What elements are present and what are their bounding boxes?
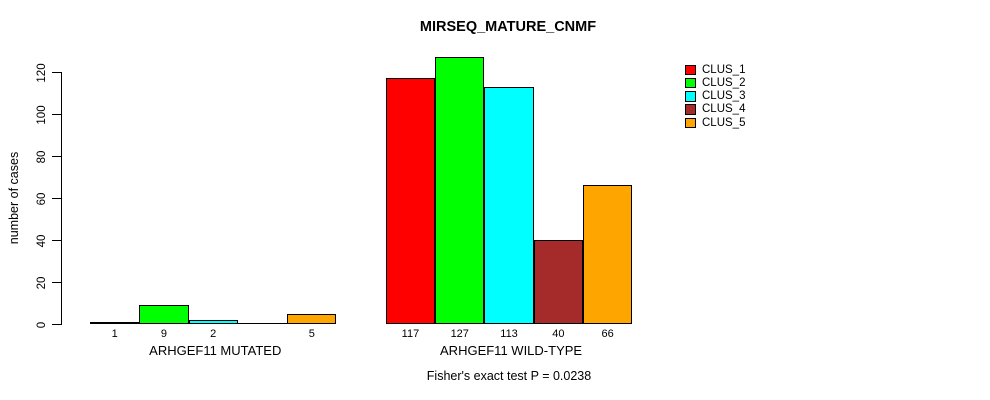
bar-value-label: 113 bbox=[500, 327, 518, 340]
bar-value-label: 2 bbox=[210, 327, 217, 340]
y-axis-tick-label: 120 bbox=[36, 62, 48, 83]
bar-value-label: 5 bbox=[308, 327, 315, 340]
bar-clus-4-mutated bbox=[237, 323, 288, 324]
x-group-label: ARHGEF11 WILD-TYPE bbox=[440, 342, 583, 358]
y-axis-tick bbox=[52, 198, 61, 199]
fisher-test-annotation: Fisher's exact test P = 0.0238 bbox=[426, 369, 592, 383]
bar-clus-1-mutated bbox=[90, 321, 140, 324]
bar-value-label: 127 bbox=[450, 327, 469, 340]
y-axis-tick bbox=[52, 240, 61, 241]
y-axis-tick bbox=[52, 324, 61, 325]
y-axis-tick bbox=[52, 282, 61, 283]
chart-title: MIRSEQ_MATURE_CNMF bbox=[419, 19, 597, 35]
bar-clus-1-wild-type bbox=[385, 78, 436, 324]
y-axis-tick bbox=[52, 114, 61, 115]
bar-clus-2-mutated bbox=[139, 305, 189, 324]
y-axis-tick bbox=[52, 72, 61, 73]
bar-value-label: 117 bbox=[401, 327, 420, 340]
bar-clus-5-wild-type bbox=[583, 185, 633, 324]
y-axis-line bbox=[61, 72, 62, 325]
bar-clus-5-mutated bbox=[287, 313, 337, 324]
y-axis-tick-label: 40 bbox=[36, 234, 48, 247]
y-axis-tick-label: 100 bbox=[36, 104, 48, 125]
bar-value-label: 40 bbox=[552, 327, 565, 340]
bar-clus-4-wild-type bbox=[533, 240, 583, 324]
bar-clus-2-wild-type bbox=[435, 57, 485, 324]
x-group-label: ARHGEF11 MUTATED bbox=[149, 342, 282, 358]
bar-value-label: 9 bbox=[160, 327, 167, 340]
bar-clus-3-mutated bbox=[188, 319, 238, 324]
y-axis-tick-label: 0 bbox=[36, 321, 48, 328]
y-axis-tick bbox=[52, 156, 61, 157]
bar-clus-3-wild-type bbox=[484, 86, 534, 324]
y-axis-tick-label: 60 bbox=[36, 192, 48, 205]
bar-value-label: 66 bbox=[601, 327, 614, 340]
bar-value-label: 1 bbox=[111, 327, 118, 340]
y-axis-tick-label: 80 bbox=[36, 150, 48, 163]
y-axis-tick-label: 20 bbox=[36, 276, 48, 289]
